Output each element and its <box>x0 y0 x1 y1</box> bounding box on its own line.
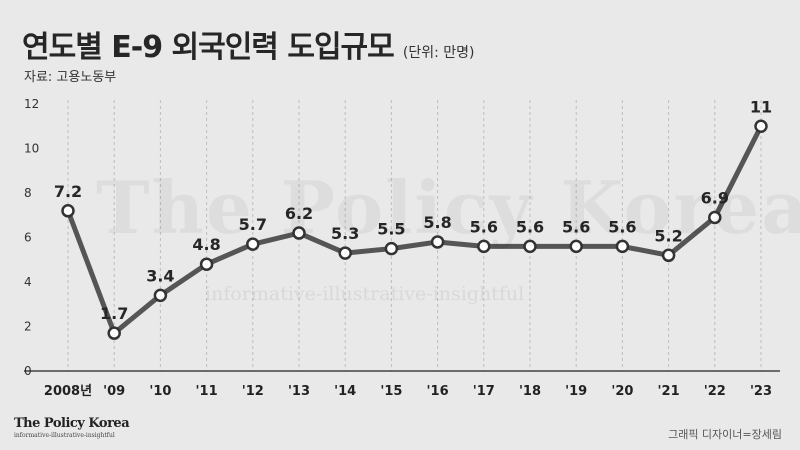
data-point <box>338 246 352 260</box>
x-tick-label: '14 <box>334 384 356 399</box>
x-tick-label: '23 <box>750 384 772 399</box>
unit-label: (단위: 만명) <box>402 45 475 61</box>
data-point <box>384 241 399 256</box>
data-label: 5.8 <box>423 213 451 232</box>
data-points <box>61 119 768 340</box>
data-label: 5.2 <box>654 226 682 245</box>
x-tick-label: '11 <box>196 384 218 399</box>
data-point <box>61 204 75 218</box>
x-axis: 2008년 '09 '10 '11 '12 '13 '14 '15 '16 '17 '18 '19 '2… <box>44 384 772 399</box>
data-point <box>199 257 214 271</box>
data-label: 5.7 <box>239 215 267 234</box>
data-label: 11 <box>750 97 772 116</box>
data-point <box>477 239 491 254</box>
data-label: 5.6 <box>608 217 636 236</box>
designer-credit: 그래픽 디자이너=장세림 <box>668 428 782 441</box>
data-point <box>661 248 676 263</box>
brand-name: The Policy Korea <box>14 416 130 431</box>
chart-title: 연도별 E-9 외국인력 도입규모 <box>22 30 395 65</box>
data-label: 4.8 <box>192 235 220 254</box>
x-tick-label: '09 <box>103 384 125 399</box>
x-tick-label: '19 <box>565 384 587 399</box>
data-point <box>615 239 630 254</box>
data-label: 6.2 <box>285 204 313 223</box>
data-point <box>292 226 306 240</box>
data-label: 5.3 <box>331 224 359 243</box>
source-label: 자료: 고용노동부 <box>24 70 117 85</box>
series-line-path <box>65 123 764 336</box>
y-tick-label: 12 <box>24 97 39 111</box>
data-label: 5.6 <box>516 217 544 236</box>
data-point <box>754 119 768 133</box>
data-point <box>430 235 445 249</box>
y-tick-label: 6 <box>24 231 32 245</box>
x-tick-label: '13 <box>288 384 310 399</box>
title-row: 연도별 E-9 외국인력 도입규모 (단위: 만명) <box>22 22 474 66</box>
x-tick-label: '12 <box>242 384 264 399</box>
data-point <box>569 239 583 254</box>
data-point <box>107 326 121 340</box>
data-label: 5.6 <box>562 217 590 236</box>
x-tick-label: '20 <box>611 384 633 399</box>
data-label: 6.9 <box>701 188 729 207</box>
data-label: 3.4 <box>146 266 174 285</box>
x-tick-label: '17 <box>473 384 495 399</box>
x-tick-label: '16 <box>427 384 449 399</box>
x-tick-label: '21 <box>658 384 680 399</box>
series-line <box>65 123 764 336</box>
data-label: 1.7 <box>100 304 128 323</box>
y-tick-label: 8 <box>24 186 32 200</box>
x-tick-label: '22 <box>704 384 726 399</box>
data-labels: 7.2 1.7 3.4 4.8 5.7 6.2 5.3 5.5 5.8 5.6 5.6 5.6 5.6 5… <box>54 97 772 323</box>
x-tick-label: '15 <box>380 384 402 399</box>
brand-logo: The Policy Korea informative-illustrativ… <box>14 416 130 439</box>
data-point <box>153 288 168 303</box>
brand-tagline: informative-illustrative-insightful <box>14 432 115 439</box>
data-point <box>523 239 537 254</box>
x-tick-label: '10 <box>149 384 171 399</box>
watermark-tagline: informative-illustrative-insightful <box>205 283 525 305</box>
watermark-title: The Policy Korea <box>96 165 800 250</box>
data-label: 5.5 <box>377 220 405 239</box>
data-point <box>708 210 722 225</box>
y-tick-label: 4 <box>24 275 32 289</box>
x-tick-label: 2008년 <box>44 384 92 399</box>
y-tick-label: 10 <box>24 142 39 156</box>
y-tick-label: 2 <box>24 320 32 334</box>
data-point <box>246 237 260 251</box>
data-label: 7.2 <box>54 182 82 201</box>
x-tick-label: '18 <box>519 384 541 399</box>
data-label: 5.6 <box>470 217 498 236</box>
